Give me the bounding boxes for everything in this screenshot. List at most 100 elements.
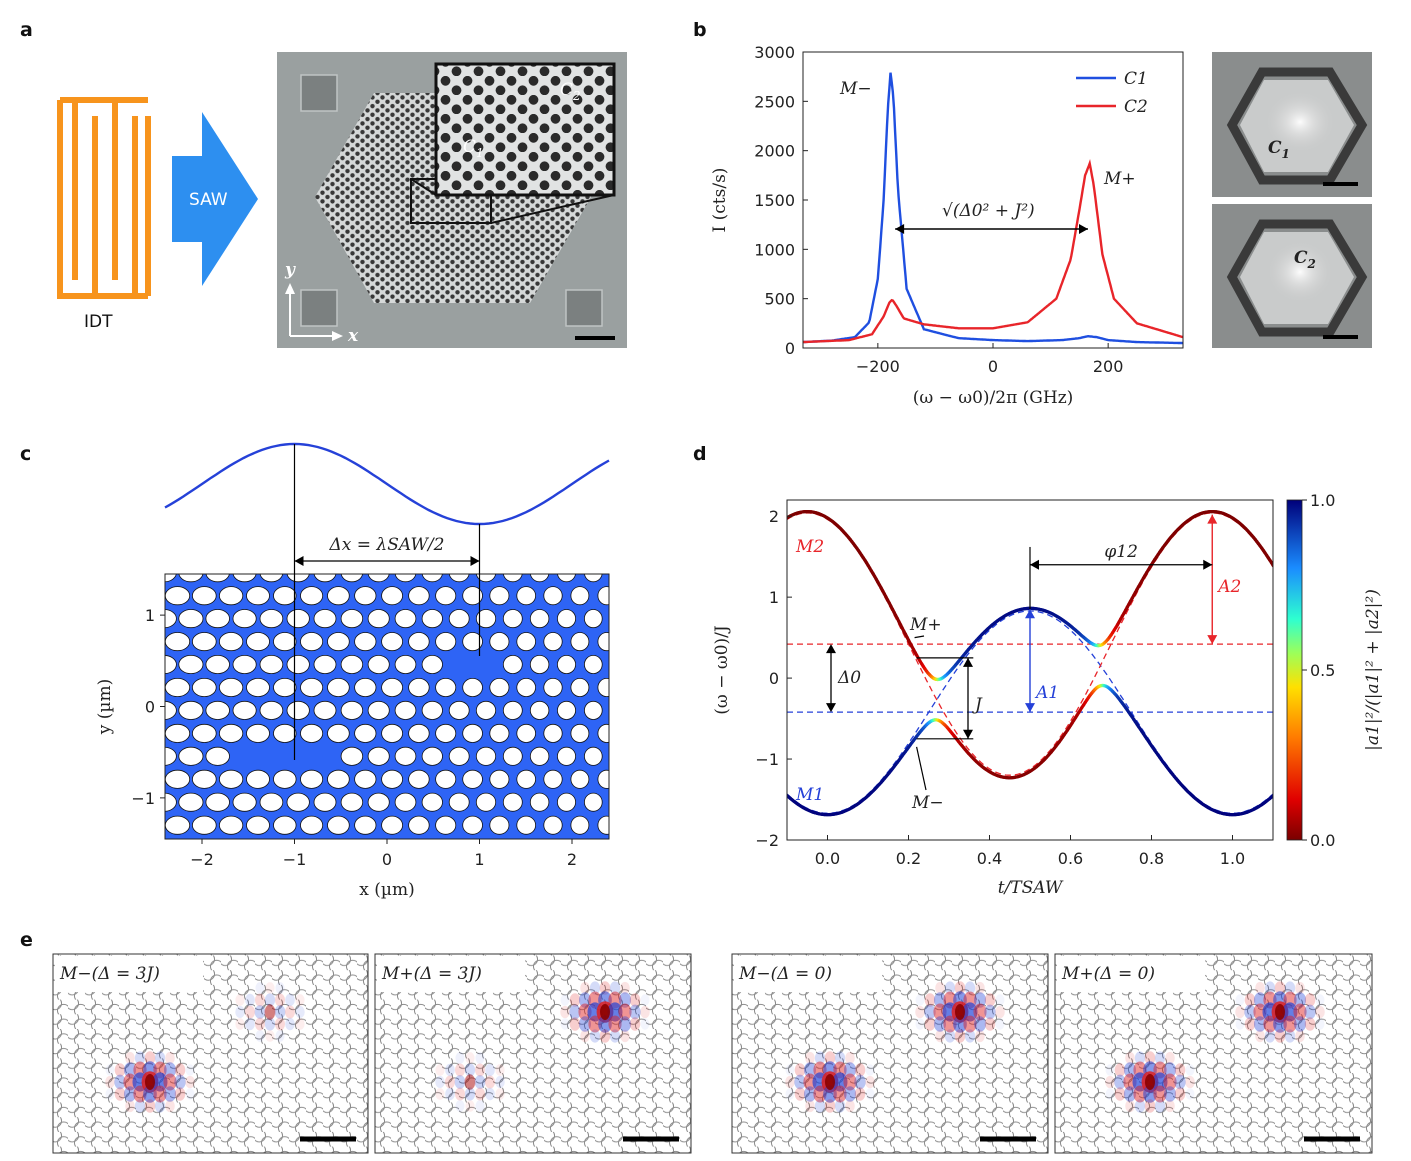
x-axis-label: t/TSAW [998,878,1064,898]
field-lobe [833,1085,847,1103]
hole [502,792,523,812]
mode-title: M+(Δ = 0) [1061,964,1155,984]
hole [489,723,510,743]
panel-label-c: c [20,443,31,465]
field-lobe [569,993,581,1007]
field-lobe [133,1085,147,1103]
field-lobe [143,1085,157,1103]
mode-title: M+(Δ = 3J) [381,964,482,984]
colorbar-label: |a1|²/(|a1|² + |a2|²) [1363,589,1383,751]
saw-wave [164,442,610,526]
field-lobe [794,1063,806,1077]
field-lobe [1244,993,1256,1007]
hole [268,838,275,839]
field-lobe [834,1099,846,1113]
field-lobe [785,1064,795,1076]
field-lobe [125,1051,135,1065]
field-lobe [254,1005,266,1019]
x-tick-label: −1 [283,850,307,869]
field-lobe [640,994,650,1006]
label-m-minus: M− [911,793,944,813]
y-tick-label: −2 [755,831,779,850]
hole [259,574,284,583]
hole [178,609,204,629]
idt-label: IDT [84,312,113,332]
hole [475,746,497,766]
hole [321,838,329,839]
hole [367,700,390,720]
field-lobe [803,1062,817,1078]
series-C2 [803,159,1183,344]
field-lobe [854,1074,866,1090]
hole [516,769,536,789]
hole [394,792,417,812]
microscope-c1-label: C1 [1268,138,1290,161]
field-lobe [832,1072,848,1092]
field-lobe [973,1016,987,1032]
hole [557,609,577,629]
hole [408,632,430,652]
hole [536,838,543,839]
field-lobe [123,1086,137,1102]
hole [435,586,457,606]
field-lobe [163,1073,177,1091]
field-lobe [154,1051,166,1065]
hole [165,655,177,674]
hole [529,746,550,766]
field-lobe [963,1015,977,1033]
field-lobe [125,1099,135,1113]
y-axis-label: I (cts/s) [710,168,730,233]
hole [165,723,191,743]
hole [300,586,324,606]
field-lobe [1163,1073,1177,1091]
hole [286,574,310,583]
hole [584,574,603,583]
field-lobe [185,1064,195,1076]
hole [219,586,244,606]
hole [475,609,497,629]
title-bg [734,956,882,992]
field-lobe [153,1085,167,1103]
field-center [825,1074,835,1090]
panel-label-a: a [20,19,33,41]
hole [583,609,603,629]
field-lobe [474,1075,486,1089]
hole [448,746,470,766]
hole [354,632,377,652]
field-lobe [589,1029,601,1043]
hole [219,678,244,698]
field-lobe [599,1029,611,1043]
a1-label: A1 [1034,683,1059,703]
hole [448,700,470,720]
field-lobe [560,1018,570,1030]
field-lobe [435,1075,445,1089]
hole [340,609,364,629]
hole [327,815,350,835]
mode-panel-3 [732,954,1048,1153]
field-lobe [814,1051,826,1065]
hole [570,769,590,789]
field-lobe [274,1017,286,1031]
hole [165,586,191,606]
field-center [955,1004,965,1020]
field-lobe [454,1087,466,1101]
field-lobe [114,1063,126,1077]
hole [165,792,177,812]
field-lobe [865,1088,875,1100]
hole [232,700,257,720]
hole [625,633,642,651]
field-lobe [454,1075,466,1089]
field-lobe [578,1016,592,1032]
y-axis-label: (ω − ω0)/J [712,625,732,715]
hole [435,769,457,789]
hole [178,700,204,720]
hole [340,574,363,583]
field-lobe [1154,1051,1166,1065]
field-lobe [984,1004,996,1020]
field-lobe [275,1030,285,1042]
field-lobe [1105,1088,1115,1100]
field-lobe [105,1088,115,1100]
hole [502,746,523,766]
colorbar-tick-label: 0.5 [1310,661,1335,680]
field-lobe [1284,981,1296,995]
